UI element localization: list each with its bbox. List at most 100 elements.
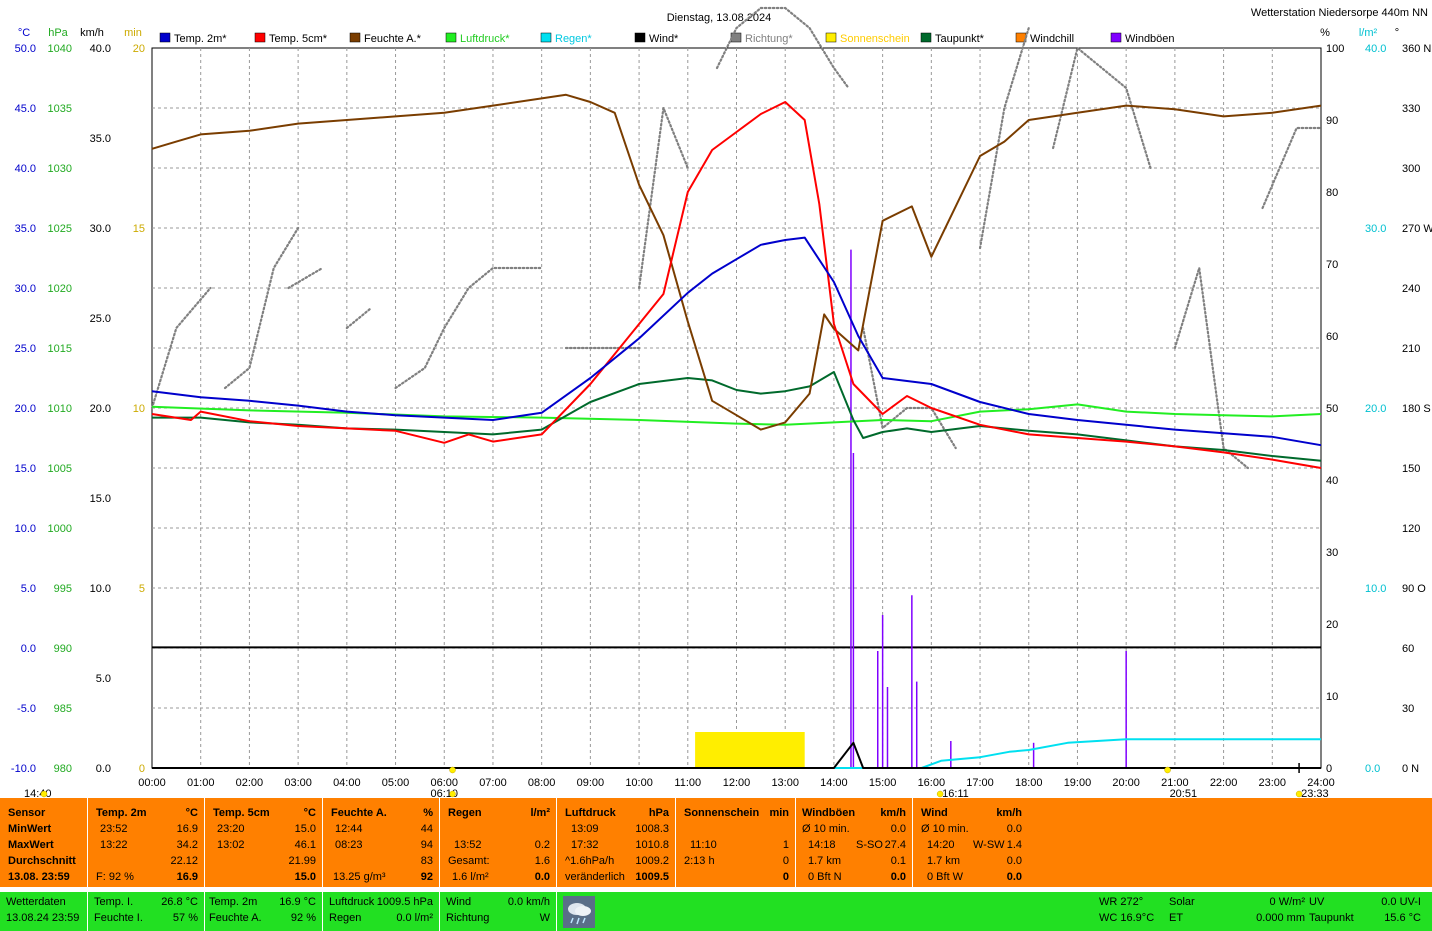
- direction-trace: [637, 103, 689, 290]
- sun-marker-icon: [1164, 766, 1171, 774]
- left-time-marker: 14:40: [24, 788, 52, 798]
- pressure-max-time: 17:32: [571, 839, 599, 851]
- pressure-min-time: 13:09: [571, 823, 599, 835]
- outdoor-temp-value: 16.9 °C: [279, 896, 316, 908]
- temp2m-min-time: 23:52: [100, 823, 128, 835]
- legend-item: Wind*: [634, 32, 679, 45]
- direction-tick-label: 120: [1402, 523, 1420, 535]
- right-time-marker: 23:33: [1301, 788, 1329, 798]
- rain-label: Regen: [329, 912, 362, 924]
- x-tick-label: 00:00: [138, 777, 166, 789]
- humidity-tick-label: 0: [1326, 763, 1332, 775]
- temp-tick-label: -10.0: [11, 763, 36, 775]
- legend-item: Richtung*: [730, 32, 793, 45]
- rain-current: 0.0: [534, 871, 550, 883]
- rain-max-time: 13:52: [454, 839, 482, 851]
- legend-swatch: [920, 32, 932, 43]
- wind-tick-label: 10.0: [90, 583, 111, 595]
- stats-temp2m-col: Temp. 2m °C 23:52 16.9 13:22 34.2 22.12 …: [88, 798, 205, 887]
- sun-marker-icon: [449, 790, 456, 798]
- wind-tick-label: 25.0: [90, 313, 111, 325]
- sunshine-unit: min: [769, 807, 789, 819]
- series-luftdruck: [151, 403, 1322, 426]
- pressure-tick-label: 1035: [48, 103, 72, 115]
- x-tick-label: 07:00: [479, 777, 507, 789]
- legend-item: Temp. 5cm*: [254, 32, 328, 45]
- pressure-tick-label: 1015: [48, 343, 72, 355]
- temp-tick-label: 5.0: [21, 583, 36, 595]
- grid: [151, 47, 1322, 769]
- humidity-title: Feuchte A.: [331, 807, 387, 819]
- direction-tick-label: 0 N: [1402, 763, 1419, 775]
- row-max-label: MaxWert: [8, 839, 54, 851]
- temp2m-current: 16.9: [176, 871, 198, 883]
- et-value: 0.000 mm: [1256, 912, 1305, 924]
- legend-swatch: [159, 32, 171, 43]
- midtime-marker: 16:11: [942, 788, 969, 798]
- x-axis: 00:00 01:00 02:00 03:00 04:00 05:00 06:00 07:00…: [24, 766, 1335, 798]
- legend-label: Temp. 5cm*: [269, 33, 328, 45]
- sun-marker-icon: [449, 766, 456, 774]
- legend-label: Luftdruck*: [460, 33, 510, 45]
- footer-indoor-col: Temp. I. 26.8 °C Feuchte I. 57 %: [88, 892, 205, 931]
- direction-trace: [287, 266, 324, 290]
- humidity-tick-label: 100: [1326, 43, 1344, 55]
- legend-item: Temp. 2m*: [159, 32, 227, 45]
- axis-unit-header: l/m²: [1359, 27, 1378, 39]
- sunshine-tick-label: 0: [139, 763, 145, 775]
- x-tick-label: 14:00: [820, 777, 848, 789]
- legend-swatch: [634, 32, 646, 43]
- temp2m-max-time: 13:22: [100, 839, 128, 851]
- x-tick-label: 04:00: [333, 777, 361, 789]
- rain-tick-label: 10.0: [1365, 583, 1386, 595]
- row-current-label: 13.08. 23:59: [8, 871, 70, 883]
- gusts-unit: km/h: [880, 807, 906, 819]
- series-feuchte-a: [151, 93, 1322, 431]
- axis-unit-header: %: [1320, 27, 1330, 39]
- temp-tick-label: 40.0: [15, 163, 36, 175]
- pressure-tick-label: 1040: [48, 43, 72, 55]
- solar-value: 0 W/m²: [1269, 896, 1305, 908]
- outdoor-temp-label: Temp. 2m: [209, 896, 258, 908]
- rain-rate: 1.6 l/m²: [452, 871, 489, 883]
- legend-swatch: [445, 32, 457, 43]
- humidity-tick-label: 50: [1326, 403, 1338, 415]
- wind-tick-label: 35.0: [90, 133, 111, 145]
- wind-tick-label: 0.0: [96, 763, 111, 775]
- x-tick-label: 24:00: [1307, 777, 1335, 789]
- pressure-state: veränderlich: [565, 871, 625, 883]
- x-tick-label: 23:00: [1259, 777, 1287, 789]
- sunshine-tick-label: 10: [133, 403, 145, 415]
- wind-tick-label: 5.0: [96, 673, 111, 685]
- legend-item: Regen*: [540, 32, 592, 45]
- legend-item: Taupunkt*: [920, 32, 985, 45]
- wind-tick-label: 20.0: [90, 403, 111, 415]
- wind-avg-value: 0.0: [1006, 823, 1022, 835]
- gusts-avg-label: Ø 10 min.: [802, 823, 850, 835]
- temp-tick-label: 10.0: [15, 523, 36, 535]
- stats-temp5cm-col: Temp. 5cm °C 23:20 15.0 13:02 46.1 21.99…: [205, 798, 323, 887]
- direction-tick-label: 360 N: [1402, 43, 1431, 55]
- pressure-tick-label: 1010: [48, 403, 72, 415]
- temp-tick-label: 15.0: [15, 463, 36, 475]
- axis-unit-header: hPa: [48, 27, 68, 39]
- rain-unit: l/m²: [530, 807, 550, 819]
- wind-tick-label: 15.0: [90, 493, 111, 505]
- series-temp-2m: [151, 236, 1322, 447]
- gusts-run-value: 0.1: [890, 855, 906, 867]
- x-tick-label: 01:00: [187, 777, 215, 789]
- direction-tick-label: 30: [1402, 703, 1414, 715]
- sunshine-max-value: 1: [782, 839, 789, 851]
- pressure-tick-label: 990: [54, 643, 72, 655]
- temp5cm-unit: °C: [303, 807, 316, 819]
- weather-chart: Dienstag, 13.08.2024 Wetterstation Niede…: [11, 6, 1432, 798]
- humidity-current: 92: [420, 871, 433, 883]
- direction-tick-label: 330: [1402, 103, 1420, 115]
- rain-total-value: 1.6: [534, 855, 550, 867]
- legend-label: Wind*: [649, 33, 679, 45]
- gusts-max-time: 14:18: [808, 839, 836, 851]
- rain-title: Regen: [448, 807, 482, 819]
- pressure-trend-label: ^1.6hPa/h: [565, 855, 615, 867]
- rain-tick-label: 20.0: [1365, 403, 1386, 415]
- legend-item: Luftdruck*: [445, 32, 510, 45]
